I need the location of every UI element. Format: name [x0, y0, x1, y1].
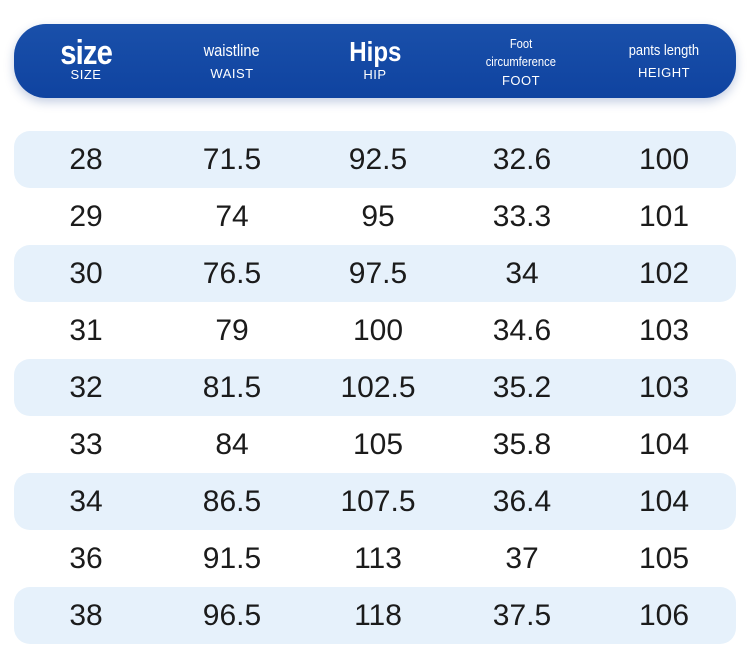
table-row: 36 91.5 113 37 105 — [14, 530, 736, 587]
cell-hip: 105 — [352, 428, 404, 461]
cell-foot: 35.8 — [492, 428, 552, 461]
header-foot: Foot circumference FOOT — [446, 24, 596, 98]
cell-foot: 33.3 — [492, 200, 552, 233]
table-row: 38 96.5 118 37.5 106 — [14, 587, 736, 644]
cell-hip: 95 — [361, 200, 395, 233]
cell-waist: 79 — [215, 314, 249, 347]
cell-waist: 76.5 — [202, 257, 262, 290]
cell-hip: 97.5 — [348, 257, 408, 290]
cell-hip: 107.5 — [340, 485, 416, 518]
cell-size: 28 — [69, 143, 103, 176]
header-waist: waistline WAIST — [157, 24, 307, 98]
cell-waist: 96.5 — [202, 599, 262, 632]
cell-foot: 36.4 — [492, 485, 552, 518]
cell-waist: 84 — [215, 428, 249, 461]
cell-height: 106 — [638, 599, 690, 632]
header-height-title: pants length — [628, 42, 700, 59]
cell-waist: 71.5 — [202, 143, 262, 176]
cell-size: 29 — [69, 200, 103, 233]
header-waist-title: waistline — [203, 41, 261, 60]
header-height-subtitle: HEIGHT — [637, 65, 691, 80]
cell-height: 100 — [638, 143, 690, 176]
cell-size: 38 — [69, 599, 103, 632]
cell-waist: 81.5 — [202, 371, 262, 404]
header-hip: Hips HIP — [300, 24, 450, 98]
cell-height: 104 — [638, 485, 690, 518]
cell-size: 31 — [69, 314, 103, 347]
cell-size: 36 — [69, 542, 103, 575]
cell-waist: 91.5 — [202, 542, 262, 575]
table-row: 34 86.5 107.5 36.4 104 — [14, 473, 736, 530]
header-waist-subtitle: WAIST — [210, 66, 254, 81]
cell-size: 33 — [69, 428, 103, 461]
cell-foot: 34 — [505, 257, 539, 290]
cell-height: 101 — [638, 200, 690, 233]
cell-size: 32 — [69, 371, 103, 404]
table-row: 32 81.5 102.5 35.2 103 — [14, 359, 736, 416]
size-chart-header: size SIZE waistline WAIST Hips HIP Foot … — [14, 24, 736, 98]
cell-foot: 34.6 — [492, 314, 552, 347]
cell-waist: 74 — [215, 200, 249, 233]
table-row: 31 79 100 34.6 103 — [14, 302, 736, 359]
cell-height: 104 — [638, 428, 690, 461]
header-hip-subtitle: HIP — [363, 66, 387, 82]
cell-hip: 118 — [354, 599, 402, 632]
cell-foot: 32.6 — [492, 143, 552, 176]
cell-hip: 113 — [354, 542, 402, 575]
cell-size: 30 — [69, 257, 103, 290]
header-size-title: size — [60, 33, 113, 72]
cell-size: 34 — [69, 485, 103, 518]
cell-height: 103 — [638, 314, 690, 347]
cell-foot: 37 — [505, 542, 539, 575]
header-foot-subtitle: FOOT — [501, 72, 541, 88]
header-foot-title-line1: Foot — [509, 35, 533, 51]
cell-foot: 37.5 — [492, 599, 552, 632]
cell-hip: 100 — [352, 314, 404, 347]
header-foot-title-line2: circumference — [485, 53, 557, 69]
header-size-subtitle: SIZE — [70, 66, 102, 82]
table-row: 30 76.5 97.5 34 102 — [14, 245, 736, 302]
header-hip-title: Hips — [348, 35, 402, 67]
header-height: pants length HEIGHT — [589, 24, 739, 98]
size-chart-rows: 28 71.5 92.5 32.6 100 29 74 95 33.3 101 … — [14, 131, 736, 644]
cell-foot: 35.2 — [492, 371, 552, 404]
cell-hip: 92.5 — [348, 143, 408, 176]
cell-height: 105 — [638, 542, 690, 575]
header-size: size SIZE — [11, 24, 161, 98]
cell-waist: 86.5 — [202, 485, 262, 518]
table-row: 28 71.5 92.5 32.6 100 — [14, 131, 736, 188]
cell-height: 103 — [638, 371, 690, 404]
cell-hip: 102.5 — [340, 371, 416, 404]
cell-height: 102 — [638, 257, 690, 290]
table-row: 29 74 95 33.3 101 — [14, 188, 736, 245]
table-row: 33 84 105 35.8 104 — [14, 416, 736, 473]
